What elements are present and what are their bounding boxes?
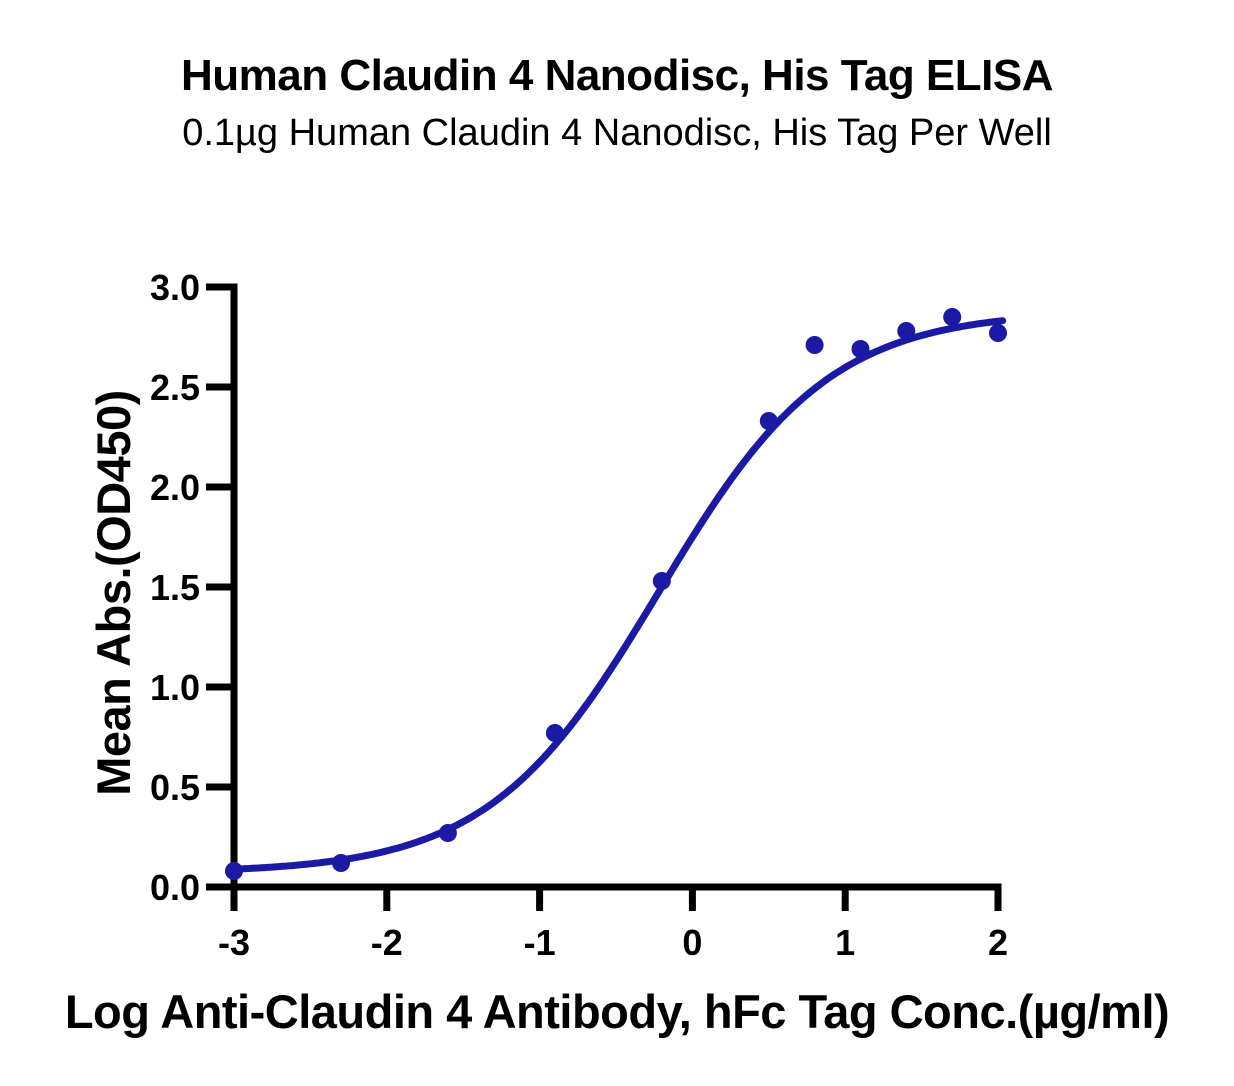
- data-point: [759, 412, 778, 430]
- y-tick-label: 2.0: [150, 467, 200, 508]
- data-point: [943, 308, 962, 326]
- chart-subtitle: 0.1µg Human Claudin 4 Nanodisc, His Tag …: [182, 112, 1052, 154]
- y-tick-label: 1.0: [150, 667, 200, 708]
- y-tick-label: 3.0: [150, 267, 200, 308]
- data-point: [851, 340, 870, 358]
- data-point: [652, 572, 671, 590]
- fit-curve: [230, 317, 1007, 873]
- chart-title: Human Claudin 4 Nanodisc, His Tag ELISA: [180, 51, 1054, 100]
- y-tick-label: 1.5: [150, 567, 200, 608]
- data-point: [805, 336, 824, 354]
- x-tick-label: -3: [218, 922, 250, 963]
- data-point: [545, 724, 564, 742]
- x-tick-label: -1: [524, 922, 556, 963]
- x-tick-label: 1: [835, 922, 855, 963]
- data-point: [225, 862, 243, 880]
- y-tick-label: 0.5: [150, 767, 200, 808]
- x-tick-label: -2: [371, 922, 403, 963]
- data-point: [438, 824, 457, 842]
- data-point: [989, 324, 1007, 342]
- x-tick-label: 2: [988, 922, 1008, 963]
- x-tick-label: 0: [682, 922, 702, 963]
- data-point: [332, 854, 350, 872]
- y-tick-label: 2.5: [150, 367, 200, 408]
- x-axis-title: Log Anti-Claudin 4 Antibody, hFc Tag Con…: [64, 985, 1170, 1038]
- data-point: [897, 322, 916, 340]
- y-tick-label: 0.0: [150, 867, 200, 908]
